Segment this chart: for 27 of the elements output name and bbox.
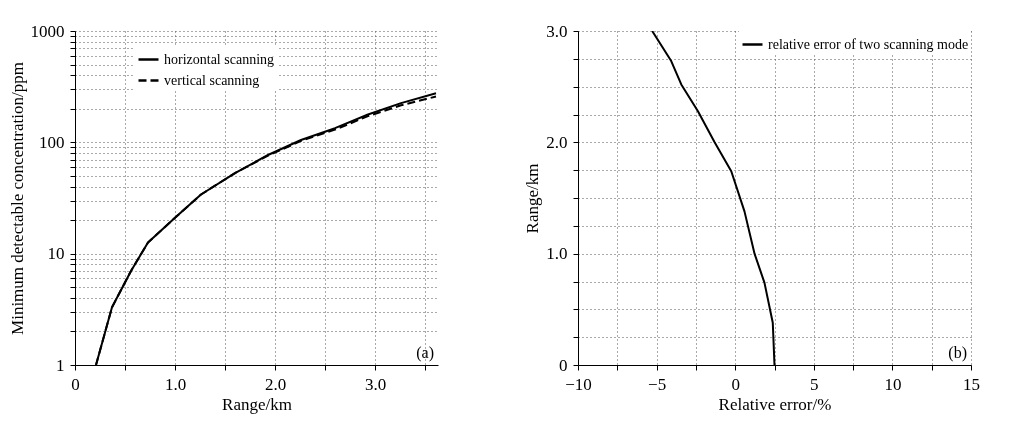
- y-tick-label: 0: [559, 355, 568, 375]
- y-tick-label: 1.0: [546, 244, 568, 264]
- x-tick-label: 0: [71, 374, 80, 394]
- x-tick-label: −5: [648, 374, 667, 394]
- legend-label: relative error of two scanning mode: [768, 36, 969, 52]
- x-tick-label: 5: [810, 374, 819, 394]
- x-tick-label: 2.0: [264, 374, 287, 394]
- x-tick-label: 10: [884, 374, 902, 394]
- y-tick-label: 10: [47, 244, 65, 264]
- y-tick-label: 100: [39, 132, 65, 152]
- x-tick-label: −10: [565, 374, 592, 394]
- annotation: (b): [948, 344, 967, 362]
- x-tick-label: 3.0: [364, 374, 387, 394]
- y-axis-title: Minimum detectable concentration/ppm: [7, 62, 27, 335]
- y-tick-label: 3.0: [546, 21, 568, 41]
- x-tick-label: 0: [731, 374, 740, 394]
- x-tick-label: 1.0: [164, 374, 187, 394]
- x-axis-title: Relative error/%: [718, 394, 832, 414]
- x-tick-label: 15: [963, 374, 980, 394]
- legend-label: horizontal scanning: [164, 51, 275, 67]
- legend-label: vertical scanning: [164, 72, 260, 88]
- y-tick-label: 1000: [30, 21, 65, 41]
- y-tick-label: 2.0: [546, 132, 568, 152]
- x-axis-title: Range/km: [222, 394, 292, 414]
- y-axis-title: Range/km: [523, 163, 543, 234]
- annotation: (a): [416, 344, 434, 362]
- y-tick-label: 1: [56, 355, 65, 375]
